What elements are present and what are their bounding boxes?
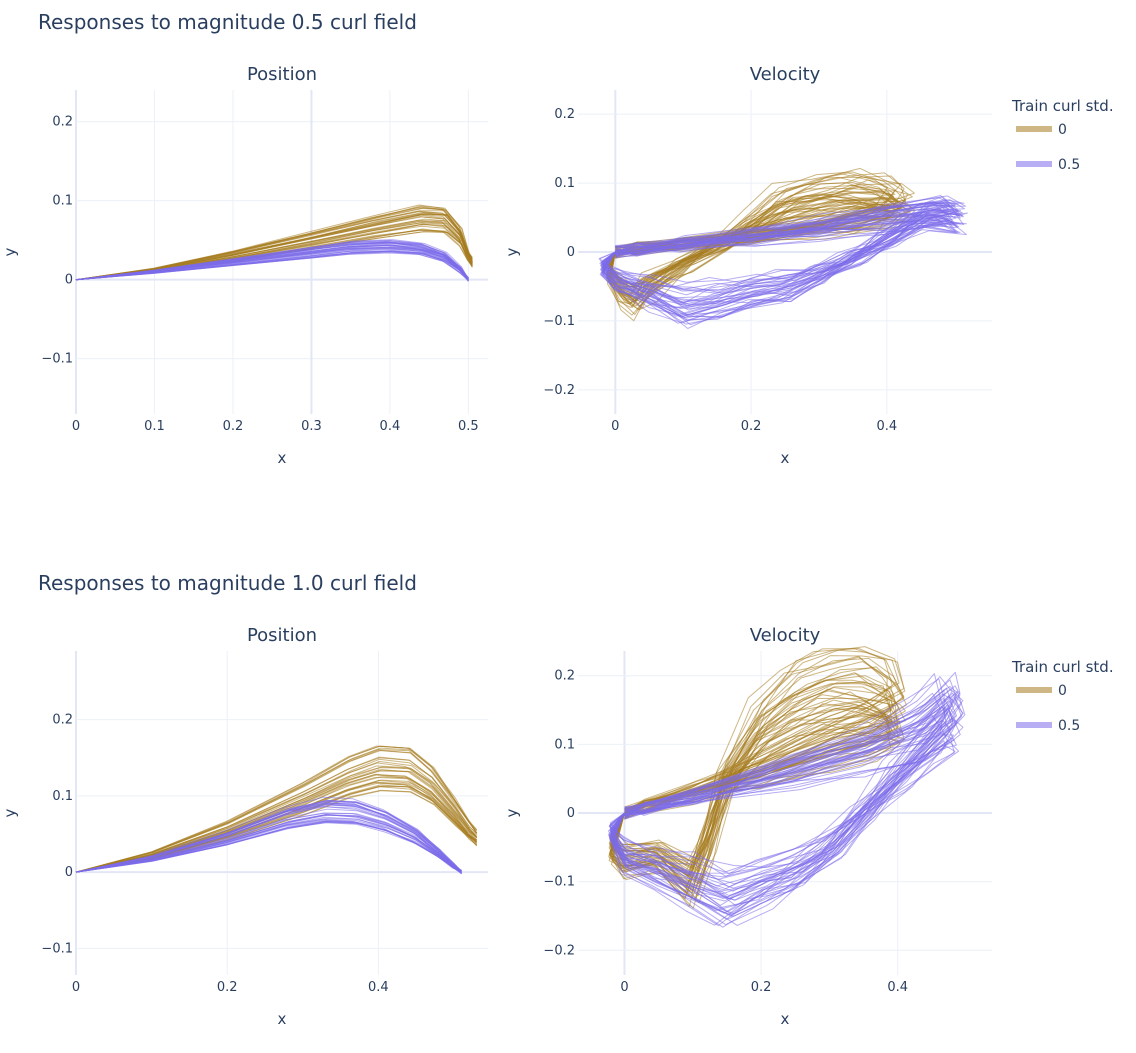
x-axis-title: x — [781, 449, 790, 467]
trace-series-0 — [75, 216, 473, 281]
legend-bottom[interactable]: Train curl std. 0 0.5 — [1011, 658, 1114, 734]
figure-title-top: Responses to magnitude 0.5 curl field — [38, 10, 417, 34]
trace-series-0.5 — [75, 239, 469, 281]
trace-series-0 — [75, 761, 478, 873]
trace-series-0 — [75, 207, 473, 281]
y-tick-label: 0 — [567, 806, 575, 821]
y-tick-label: 0.1 — [52, 789, 73, 804]
x-tick-label: 0.4 — [876, 419, 897, 434]
trace-series-0 — [75, 206, 473, 281]
y-tick-label: 0.2 — [52, 713, 73, 728]
panel-position-top[interactable]: 0 0.1 0.2 0.3 0.4 0.5 −0.1 0 0.1 0.2 x y — [1, 90, 488, 467]
x-tick-label: 0.5 — [458, 419, 479, 434]
trace-series-0.5 — [611, 686, 958, 920]
trace-series-0 — [75, 745, 478, 873]
y-tick-label: 0.1 — [554, 737, 575, 752]
figure-title-bottom: Responses to magnitude 1.0 curl field — [38, 571, 417, 595]
x-axis-title: x — [278, 449, 287, 467]
trace-series-0 — [75, 745, 478, 873]
legend-label-0-5[interactable]: 0.5 — [1058, 157, 1080, 173]
trace-series-0.5 — [611, 700, 958, 900]
y-tick-label: −0.2 — [543, 383, 575, 398]
legend-label-0[interactable]: 0 — [1058, 122, 1067, 138]
trace-series-0.5 — [610, 707, 958, 898]
trace-series-0.5 — [603, 219, 967, 283]
x-tick-label: 0.2 — [223, 419, 244, 434]
y-axis-title: y — [503, 247, 521, 256]
trace-series-0 — [609, 714, 890, 874]
panel-title-velocity-bottom: Velocity — [750, 625, 821, 646]
x-tick-label: 0 — [72, 980, 80, 995]
x-tick-label: 0.4 — [887, 980, 908, 995]
y-tick-label: −0.2 — [543, 943, 575, 958]
x-tick-label: 0 — [72, 419, 80, 434]
x-tick-label: 0.4 — [380, 419, 401, 434]
trace-series-0 — [609, 706, 891, 872]
y-tick-label: −0.1 — [543, 314, 575, 329]
trace-series-0.5 — [610, 676, 953, 928]
trace-series-0.5 — [600, 218, 947, 303]
trace-series-0.5 — [75, 816, 462, 873]
y-tick-label: −0.1 — [543, 875, 575, 890]
trace-series-0 — [75, 756, 478, 873]
y-tick-label: −0.1 — [41, 352, 73, 367]
y-tick-label: −0.1 — [41, 941, 73, 956]
trace-series-0.5 — [602, 218, 959, 296]
x-tick-label: 0.2 — [217, 980, 238, 995]
trace-series-0.5 — [608, 673, 941, 926]
trace-series-0.5 — [610, 731, 955, 874]
trace-series-0.5 — [75, 252, 469, 281]
y-tick-label: 0.2 — [554, 669, 575, 684]
y-tick-label: 0.1 — [554, 176, 575, 191]
trace-series-0.5 — [611, 692, 963, 901]
x-tick-label: 0.2 — [751, 980, 772, 995]
y-tick-label: 0.2 — [52, 115, 73, 130]
trace-series-0.5 — [603, 195, 966, 326]
y-tick-label: 0 — [567, 245, 575, 260]
x-tick-label: 0.3 — [301, 419, 322, 434]
trace-series-0.5 — [610, 679, 957, 926]
y-tick-label: 0.1 — [52, 194, 73, 209]
trace-series-0.5 — [612, 717, 964, 889]
x-axis-title: x — [781, 1010, 790, 1028]
trace-series-0 — [75, 770, 478, 873]
panel-velocity-top[interactable]: 0 0.2 0.4 −0.2 −0.1 0 0.1 0.2 x y — [503, 90, 992, 467]
x-axis-title: x — [278, 1010, 287, 1028]
trace-series-0.5 — [610, 737, 955, 877]
x-tick-label: 0.4 — [368, 980, 389, 995]
y-axis-title: y — [1, 247, 19, 256]
x-tick-label: 0 — [611, 419, 619, 434]
legend-title: Train curl std. — [1011, 658, 1114, 676]
panel-velocity-bottom[interactable]: 0 0.2 0.4 −0.2 −0.1 0 0.1 0.2 x y — [503, 646, 992, 1028]
panel-position-bottom[interactable]: 0 0.2 0.4 −0.1 0 0.1 0.2 x y — [1, 651, 488, 1028]
trace-series-0 — [75, 745, 478, 873]
trace-series-0.5 — [611, 695, 964, 901]
legend-title: Train curl std. — [1011, 97, 1114, 115]
panel-title-velocity-top: Velocity — [750, 64, 821, 85]
legend-top[interactable]: Train curl std. 0 0.5 — [1011, 97, 1114, 173]
trace-series-0.5 — [75, 244, 469, 281]
legend-label-0-5[interactable]: 0.5 — [1058, 718, 1080, 734]
trace-series-0.5 — [600, 201, 950, 324]
trace-series-0 — [607, 172, 901, 322]
trace-series-0 — [75, 750, 478, 873]
y-tick-label: 0 — [65, 273, 73, 288]
trace-series-0 — [75, 749, 478, 873]
y-axis-title: y — [1, 808, 19, 817]
y-tick-label: 0 — [65, 865, 73, 880]
trace-series-0.5 — [75, 803, 462, 874]
x-tick-label: 0 — [620, 980, 628, 995]
x-tick-label: 0.1 — [144, 419, 165, 434]
y-axis-title: y — [503, 808, 521, 817]
panel-title-position-top: Position — [247, 64, 317, 85]
legend-label-0[interactable]: 0 — [1058, 683, 1067, 699]
trace-series-0 — [612, 657, 905, 891]
x-tick-label: 0.2 — [741, 419, 762, 434]
y-tick-label: 0.2 — [554, 107, 575, 122]
panel-title-position-bottom: Position — [247, 625, 317, 646]
